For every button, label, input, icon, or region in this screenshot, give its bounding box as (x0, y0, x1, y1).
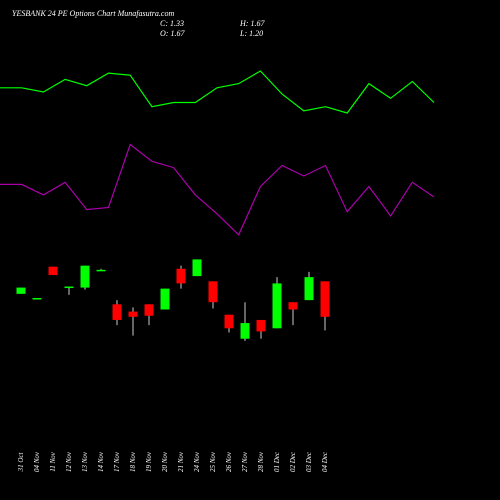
x-tick-label: 28 Nov (257, 451, 265, 472)
candle-body (320, 281, 330, 317)
x-tick-label: 25 Nov (209, 451, 217, 472)
x-tick-label: 01 Dec (273, 451, 281, 472)
x-tick-label: 04 Nov (33, 451, 41, 472)
x-tick-label: 02 Dec (289, 451, 297, 472)
candle-body (96, 269, 106, 272)
candle-body (240, 323, 250, 339)
x-tick-label: 13 Nov (81, 451, 89, 472)
candle-body (176, 268, 186, 284)
indicator-line (0, 143, 435, 236)
candle-body (272, 283, 282, 329)
x-tick-label: 19 Nov (145, 451, 153, 472)
candle-body (32, 298, 42, 300)
chart-title: YESBANK 24 PE Options Chart Munafasutra.… (12, 9, 174, 18)
indicator-line (0, 70, 435, 114)
x-tick-label: 24 Nov (193, 451, 201, 472)
candle-body (128, 311, 138, 317)
x-tick-label: 27 Nov (241, 451, 249, 472)
x-tick-label: 11 Nov (49, 451, 57, 471)
x-tick-label: 12 Nov (65, 451, 73, 472)
x-tick-label: 26 Nov (225, 451, 233, 472)
x-tick-label: 14 Nov (97, 451, 105, 472)
x-tick-label: 21 Nov (177, 451, 185, 472)
candle-body (112, 304, 122, 320)
candle-body (16, 287, 26, 294)
x-tick-label: 18 Nov (129, 451, 137, 472)
low-label: L: 1.20 (239, 29, 263, 38)
candle-body (64, 286, 74, 289)
close-label: C: 1.33 (160, 19, 184, 28)
x-tick-label: 31 Oct (17, 452, 25, 473)
candle-body (160, 288, 170, 310)
x-tick-label: 03 Dec (305, 451, 313, 472)
candle-body (144, 304, 154, 316)
high-label: H: 1.67 (239, 19, 265, 28)
candle-body (48, 266, 58, 276)
candle-body (288, 302, 298, 310)
x-tick-label: 04 Dec (321, 451, 329, 472)
x-tick-label: 20 Nov (161, 451, 169, 472)
open-label: O: 1.67 (160, 29, 185, 38)
candle-body (224, 314, 234, 329)
candle-body (256, 319, 266, 332)
candle-body (192, 259, 202, 277)
x-tick-label: 17 Nov (113, 451, 121, 472)
candle-body (208, 281, 218, 303)
candle-body (304, 277, 314, 301)
candle-body (80, 265, 90, 288)
